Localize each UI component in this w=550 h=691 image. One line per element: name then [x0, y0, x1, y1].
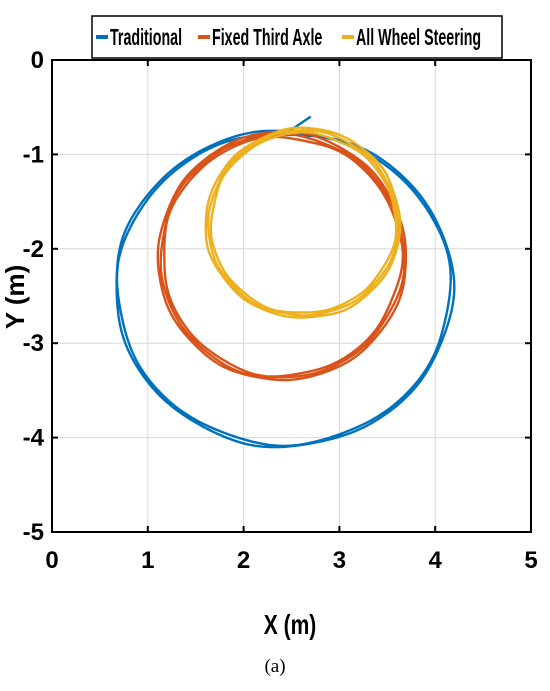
x-tick-label: 5: [524, 547, 537, 574]
x-tick-label: 2: [237, 547, 250, 574]
y-axis-label: Y (m): [0, 265, 30, 330]
x-tick-label: 3: [333, 547, 346, 574]
y-tick-label: -2: [23, 236, 44, 263]
legend: Traditional Fixed Third Axle All Wheel Ste…: [91, 15, 503, 59]
x-tick-label: 4: [429, 547, 443, 574]
legend-label: All Wheel Steering: [356, 26, 481, 51]
y-tick-label: 0: [31, 47, 44, 74]
legend-label: Traditional: [110, 26, 182, 51]
series-line-fixed-third-axle: [156, 130, 408, 382]
x-tick-label: 1: [141, 547, 154, 574]
x-tick-label: 0: [45, 547, 58, 574]
series-line-all-wheel-steering: [204, 126, 402, 319]
y-tick-label: -1: [23, 141, 44, 168]
y-tick-label: -5: [23, 519, 44, 546]
x-axis-label: X (m): [264, 610, 316, 641]
y-tick-label: -4: [23, 425, 45, 452]
plot-frame: [51, 59, 532, 533]
y-tick-label: -3: [23, 330, 44, 357]
legend-label: Fixed Third Axle: [212, 26, 322, 51]
axis-ticks: 0 1 2 3 4 5 0 -1 -2 -3 -4 -5: [23, 47, 538, 574]
series-lines: [115, 115, 456, 449]
legend-box: [91, 15, 503, 59]
figure-caption: (a): [264, 656, 286, 677]
